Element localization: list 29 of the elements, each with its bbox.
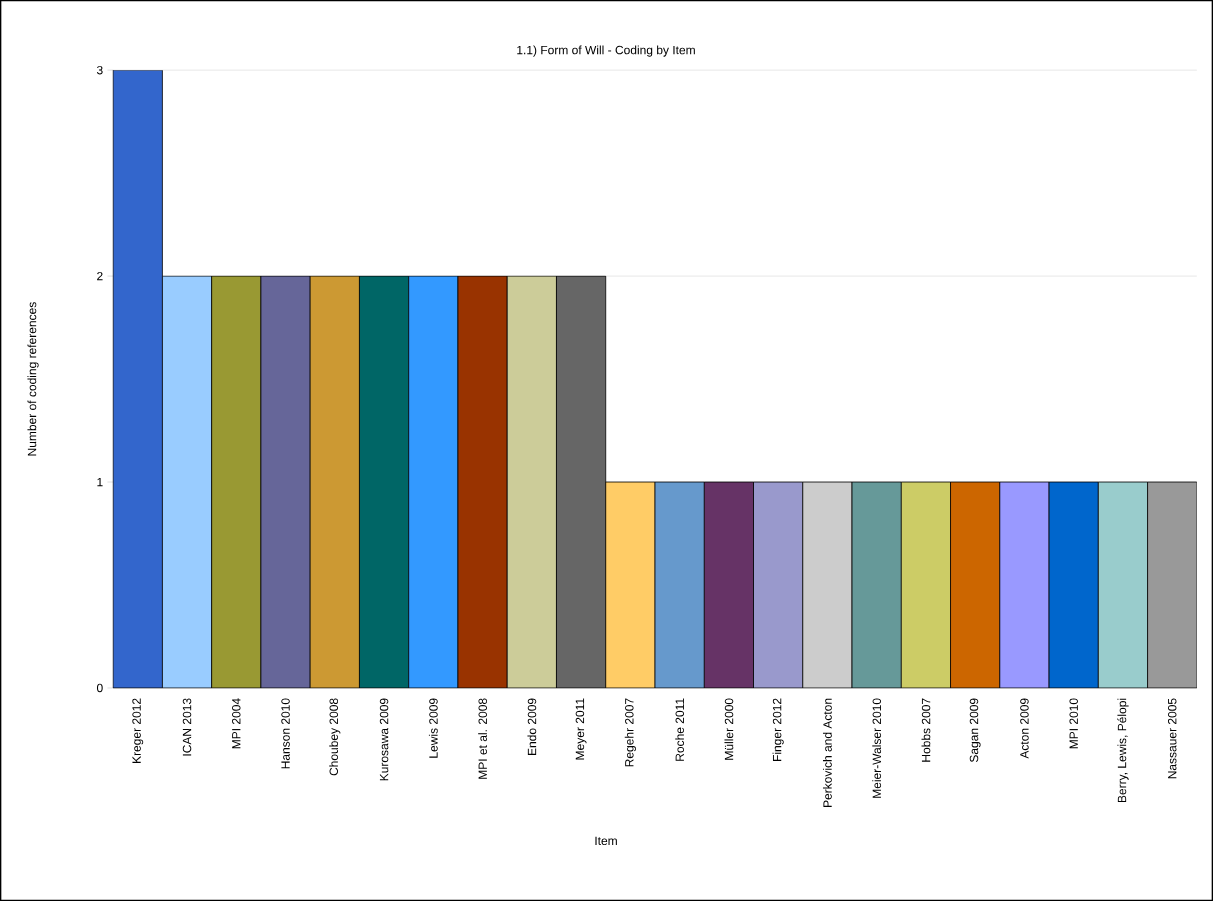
x-tick-label: Endo 2009 <box>527 698 537 755</box>
x-tick-label: Kreger 2012 <box>132 698 144 763</box>
x-tick-label: Acton 2009 <box>1020 698 1029 759</box>
x-tick-label: Müller 2000 <box>724 698 734 760</box>
y-tick-label: 2 <box>97 271 103 281</box>
x-tick-label: MPI 2004 <box>232 698 241 749</box>
x-tick-label: Lewis 2009 <box>428 698 438 758</box>
x-tick-label: Regehr 2007 <box>624 698 636 767</box>
x-tick-label: Hobbs 2007 <box>921 698 931 762</box>
x-tick-label: Finger 2012 <box>772 698 784 761</box>
y-tick-label: 0 <box>96 683 103 693</box>
x-tick-label: MPI 2010 <box>1069 698 1078 749</box>
x-tick-label: Meyer 2011 <box>575 698 587 760</box>
x-tick-label: MPI et al. 2008 <box>478 698 487 779</box>
x-tick-label: Perkovich and Acton <box>822 698 832 807</box>
x-tick-label: Meier-Walser 2010 <box>872 698 882 798</box>
y-tick-label: 3 <box>96 65 103 75</box>
x-tick-label: Hanson 2010 <box>281 698 290 769</box>
y-axis-title: Number of coding references <box>27 302 39 456</box>
x-tick-label: Choubey 2008 <box>329 698 341 776</box>
x-tick-label: Nassauer 2005 <box>1167 698 1177 779</box>
x-tick-label: ICAN 2013 <box>182 698 192 756</box>
x-tick-label: Sagan 2009 <box>969 698 981 763</box>
x-tick-label: Kurosawa 2009 <box>379 698 389 781</box>
chart-title: 1.1) Form of Will - Coding by Item <box>517 45 695 57</box>
x-tick-label: Roche 2011 <box>675 698 685 761</box>
x-tick-label: Berry, Lewis, Pélopi <box>1117 698 1129 803</box>
x-axis-title: Item <box>595 836 617 846</box>
y-tick-label: 1 <box>97 477 103 487</box>
